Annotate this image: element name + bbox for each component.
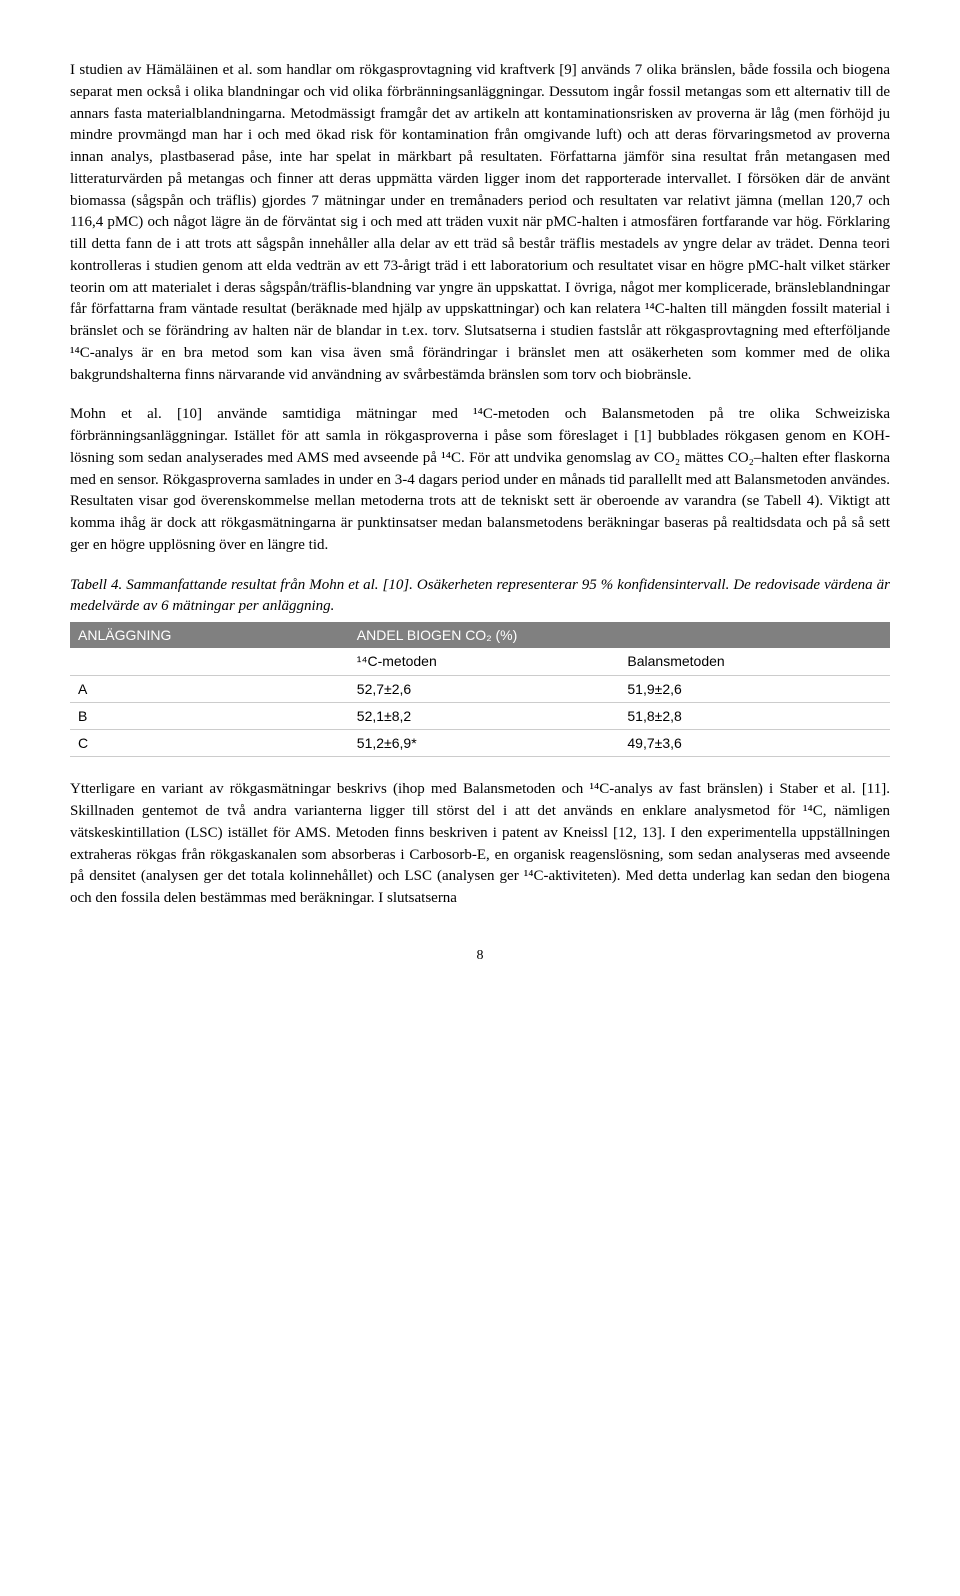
cell-c14: 52,7±2,6: [349, 675, 620, 702]
table-subheader-balans: Balansmetoden: [619, 648, 890, 675]
cell-bal: 51,8±2,8: [619, 702, 890, 729]
cell-plant: B: [70, 702, 349, 729]
table-subheader-c14: ¹⁴C-metoden: [349, 648, 620, 675]
table-row: A 52,7±2,6 51,9±2,6: [70, 675, 890, 702]
body-paragraph-1: I studien av Hämäläinen et al. som handl…: [70, 60, 890, 386]
table-header-plant: ANLÄGGNING: [70, 622, 349, 648]
cell-plant: A: [70, 675, 349, 702]
cell-bal: 51,9±2,6: [619, 675, 890, 702]
cell-plant: C: [70, 730, 349, 757]
table-header-biogen: ANDEL BIOGEN CO₂ (%): [349, 622, 890, 648]
cell-bal: 49,7±3,6: [619, 730, 890, 757]
page-number: 8: [70, 946, 890, 966]
results-table: ANLÄGGNING ANDEL BIOGEN CO₂ (%) ¹⁴C-meto…: [70, 622, 890, 757]
table-caption: Tabell 4. Sammanfattande resultat från M…: [70, 575, 890, 619]
table-row: B 52,1±8,2 51,8±2,8: [70, 702, 890, 729]
body-paragraph-3: Ytterligare en variant av rökgasmätninga…: [70, 779, 890, 910]
table-header-row: ANLÄGGNING ANDEL BIOGEN CO₂ (%): [70, 622, 890, 648]
table-row: C 51,2±6,9* 49,7±3,6: [70, 730, 890, 757]
table-subheader-empty: [70, 648, 349, 675]
body-paragraph-2: Mohn et al. [10] använde samtidiga mätni…: [70, 404, 890, 556]
cell-c14: 52,1±8,2: [349, 702, 620, 729]
table-subheader-row: ¹⁴C-metoden Balansmetoden: [70, 648, 890, 675]
cell-c14: 51,2±6,9*: [349, 730, 620, 757]
